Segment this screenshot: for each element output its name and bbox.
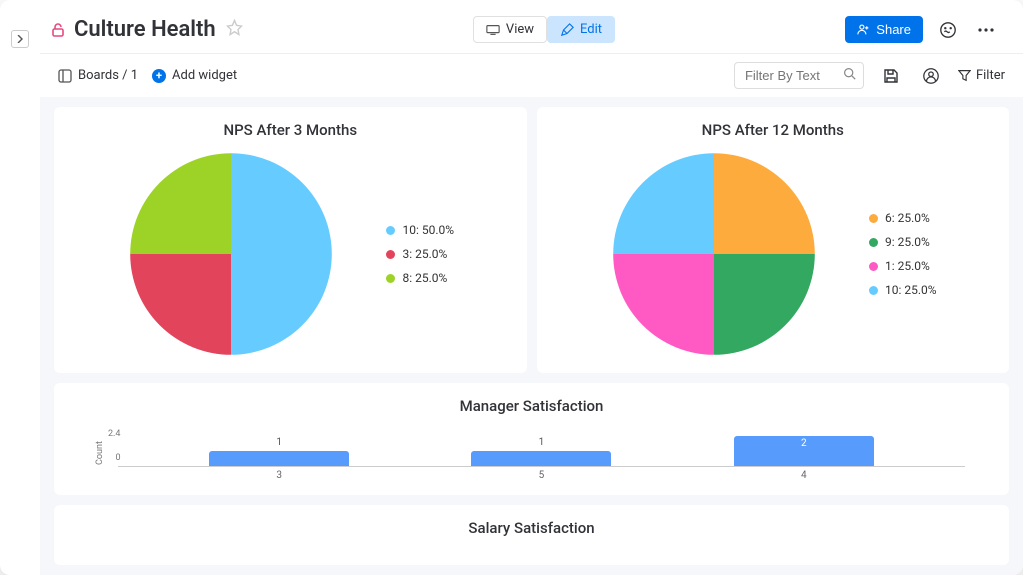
card-title: NPS After 12 Months bbox=[551, 121, 996, 139]
filter-button[interactable]: Filter bbox=[958, 68, 1005, 83]
save-icon bbox=[883, 68, 899, 84]
star-icon[interactable] bbox=[226, 19, 243, 41]
boards-crumb[interactable]: Boards / 1 bbox=[58, 68, 138, 83]
bar-xlabel: 3 bbox=[209, 470, 349, 481]
bar-group: 2 bbox=[734, 436, 874, 466]
ytick: 0 bbox=[115, 453, 120, 463]
add-widget-button[interactable]: + Add widget bbox=[152, 68, 237, 83]
legend-dot bbox=[386, 274, 395, 283]
card-title: Manager Satisfaction bbox=[68, 397, 995, 415]
legend-label: 10: 50.0% bbox=[402, 223, 454, 237]
pie-slice bbox=[131, 153, 232, 254]
bar-xlabels: 3 5 4 bbox=[118, 467, 965, 481]
bar-group: 1 bbox=[471, 451, 611, 466]
legend-label: 10: 25.0% bbox=[885, 283, 937, 297]
plus-icon: + bbox=[152, 69, 166, 83]
legend-label: 8: 25.0% bbox=[402, 271, 447, 285]
pie-slice bbox=[714, 153, 815, 254]
pie-legend-nps-12m: 6: 25.0% 9: 25.0% 1: 25.0% 10: 25.0% bbox=[869, 211, 937, 297]
bar-ylabel: Count bbox=[95, 441, 105, 465]
activity-icon[interactable] bbox=[935, 17, 961, 43]
legend-dot bbox=[869, 238, 878, 247]
legend-dot bbox=[869, 262, 878, 271]
pie-slice bbox=[613, 153, 714, 254]
pie-chart-nps-12m bbox=[609, 149, 819, 359]
more-menu-button[interactable] bbox=[973, 17, 999, 43]
bar-xlabel: 4 bbox=[734, 470, 874, 481]
dots-icon bbox=[978, 28, 994, 32]
legend-label: 6: 25.0% bbox=[885, 211, 930, 225]
legend-item: 8: 25.0% bbox=[386, 271, 454, 285]
pie-slice bbox=[714, 254, 815, 355]
share-button[interactable]: Share bbox=[845, 16, 923, 43]
boards-crumb-label: Boards / 1 bbox=[78, 68, 138, 83]
board-icon bbox=[58, 69, 72, 83]
lock-icon bbox=[50, 22, 66, 38]
legend-item: 9: 25.0% bbox=[869, 235, 937, 249]
legend-item: 1: 25.0% bbox=[869, 259, 937, 273]
edit-mode-label: Edit bbox=[580, 22, 602, 37]
pie-chart-nps-3m bbox=[126, 149, 336, 359]
pie-slice bbox=[231, 153, 332, 355]
legend-item: 10: 25.0% bbox=[869, 283, 937, 297]
legend-label: 1: 25.0% bbox=[885, 259, 930, 273]
pie-legend-nps-3m: 10: 50.0% 3: 25.0% 8: 25.0% bbox=[386, 223, 454, 285]
bar-card-salary-satisfaction: Salary Satisfaction bbox=[54, 505, 1009, 565]
filter-text-input[interactable] bbox=[734, 62, 864, 89]
bar-xlabel: 5 bbox=[471, 470, 611, 481]
legend-item: 10: 50.0% bbox=[386, 223, 454, 237]
monitor-icon bbox=[486, 23, 500, 37]
page-title: Culture Health bbox=[74, 17, 216, 42]
bar: 1 bbox=[209, 451, 349, 466]
legend-dot bbox=[386, 226, 395, 235]
bars-container: 1 1 2 bbox=[118, 431, 965, 467]
legend-item: 6: 25.0% bbox=[869, 211, 937, 225]
pencil-icon bbox=[560, 23, 574, 37]
ytick: 2.4 bbox=[108, 429, 121, 439]
legend-label: 3: 25.0% bbox=[402, 247, 447, 261]
person-icon bbox=[922, 67, 940, 85]
pie-slice bbox=[613, 254, 714, 355]
bar-value: 1 bbox=[209, 437, 349, 448]
bar: 2 bbox=[734, 436, 874, 466]
pie-card-nps-3m: NPS After 3 Months 10: 50.0% 3: 25.0% 8: 2… bbox=[54, 107, 527, 373]
view-mode-label: View bbox=[506, 22, 534, 37]
legend-dot bbox=[386, 250, 395, 259]
legend-dot bbox=[869, 214, 878, 223]
legend-dot bbox=[869, 286, 878, 295]
card-title: NPS After 3 Months bbox=[68, 121, 513, 139]
share-label: Share bbox=[876, 22, 911, 37]
filter-button-label: Filter bbox=[976, 68, 1005, 83]
pie-slice bbox=[131, 254, 232, 355]
bar: 1 bbox=[471, 451, 611, 466]
person-plus-icon bbox=[857, 23, 870, 36]
card-title: Salary Satisfaction bbox=[68, 519, 995, 537]
view-mode-button[interactable]: View bbox=[473, 16, 547, 43]
bar-group: 1 bbox=[209, 451, 349, 466]
bar-value: 2 bbox=[734, 438, 874, 449]
expand-sidebar-button[interactable] bbox=[11, 30, 29, 48]
add-widget-label: Add widget bbox=[172, 68, 237, 83]
legend-item: 3: 25.0% bbox=[386, 247, 454, 261]
bar-value: 1 bbox=[471, 437, 611, 448]
person-icon-button[interactable] bbox=[918, 63, 944, 89]
filter-icon bbox=[958, 69, 971, 82]
bar-card-manager-satisfaction: Manager Satisfaction Count 2.4 0 1 1 2 3 5 4 bbox=[54, 383, 1009, 495]
pie-card-nps-12m: NPS After 12 Months 6: 25.0% 9: 25.0% 1: 2… bbox=[537, 107, 1010, 373]
legend-label: 9: 25.0% bbox=[885, 235, 930, 249]
edit-mode-button[interactable]: Edit bbox=[547, 16, 615, 43]
save-icon-button[interactable] bbox=[878, 63, 904, 89]
